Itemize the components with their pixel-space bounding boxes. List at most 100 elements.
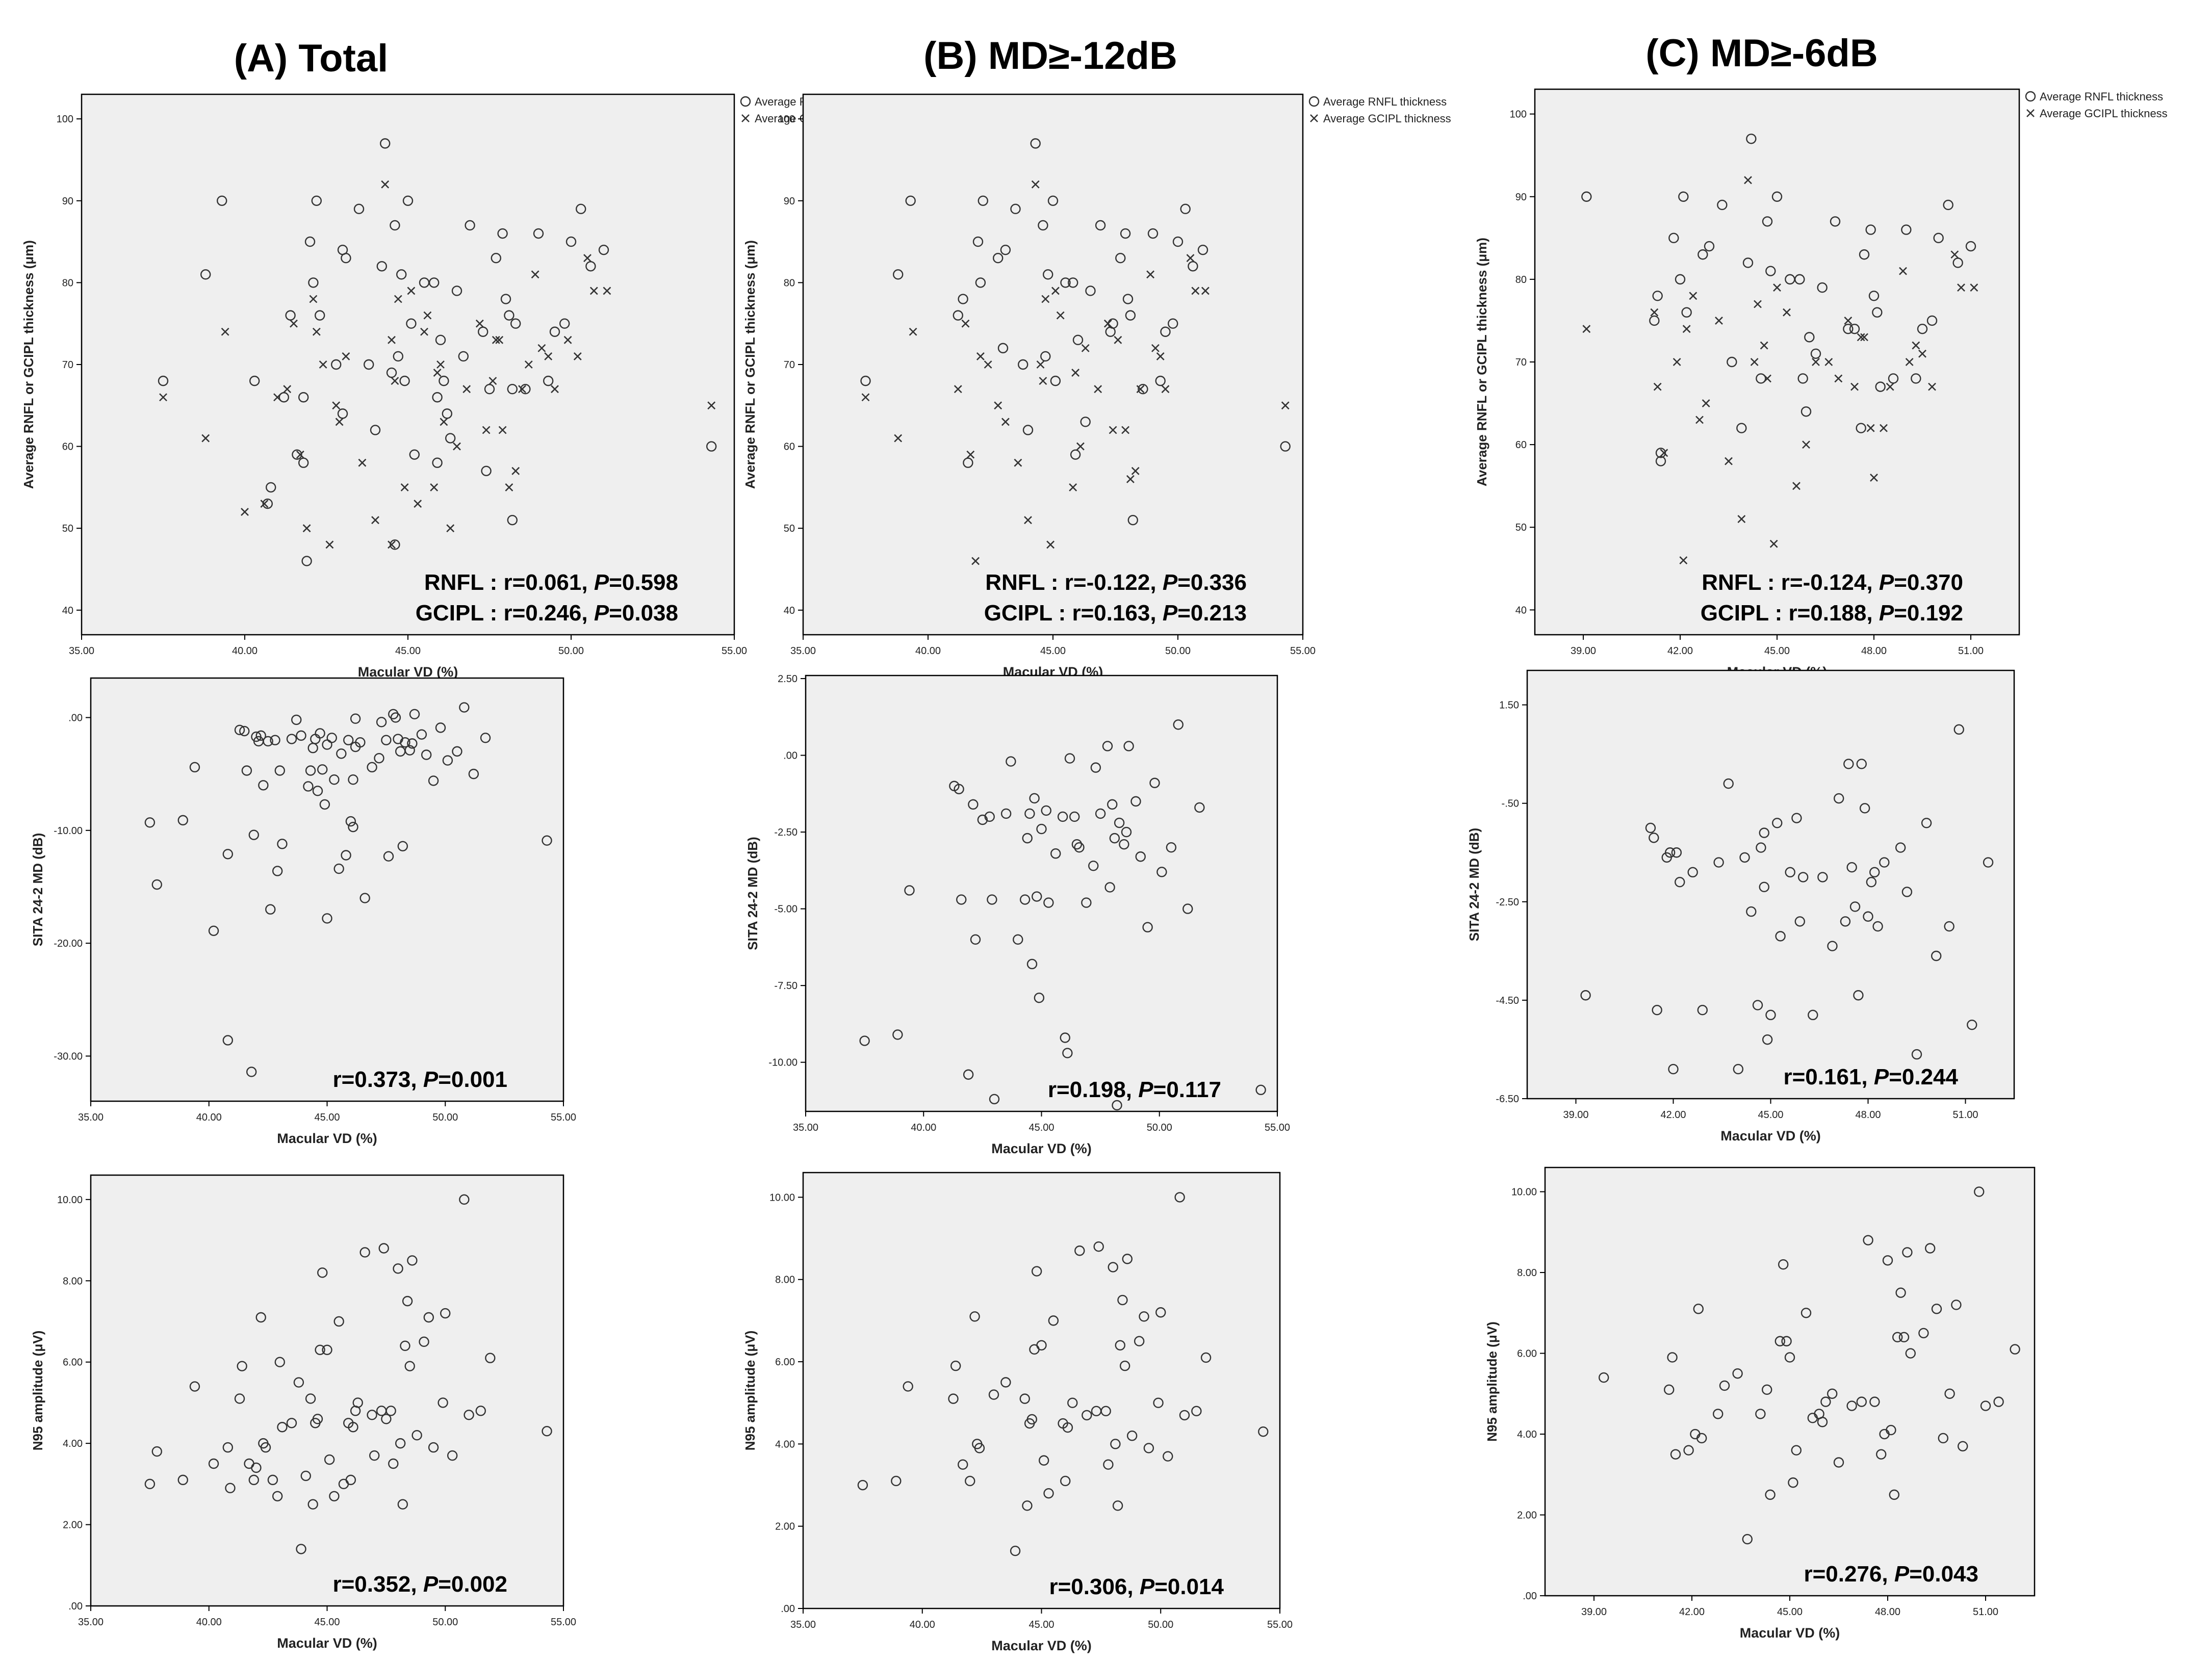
data-point <box>963 1069 974 1080</box>
plot-area <box>81 93 735 636</box>
data-point <box>404 745 415 756</box>
data-point <box>1032 891 1042 902</box>
y-tick-label: 2.00 <box>1517 1510 1537 1521</box>
data-point-rnfl <box>497 228 508 239</box>
data-point <box>144 1478 156 1490</box>
data-point <box>1846 862 1857 873</box>
data-point-rnfl <box>465 220 475 231</box>
data-point <box>343 735 354 745</box>
data-point-rnfl <box>533 228 544 239</box>
correlation-stat: r=0.198, P=0.117 <box>1048 1077 1221 1102</box>
legend-marker-rnfl <box>2025 91 2036 102</box>
data-point <box>1886 1424 1896 1436</box>
data-point <box>1889 1489 1900 1500</box>
data-point-rnfl <box>370 425 381 435</box>
data-point <box>1060 1475 1071 1487</box>
data-point <box>319 799 330 810</box>
data-point <box>1022 833 1033 844</box>
data-point-rnfl <box>1859 249 1870 260</box>
x-tick-label: 39.00 <box>1563 1109 1588 1121</box>
data-point-rnfl <box>376 261 387 272</box>
x-tick-label: 35.00 <box>793 1122 818 1133</box>
data-point-gcipl <box>312 327 321 336</box>
data-point <box>1093 1241 1104 1252</box>
x-tick-label: 50.00 <box>1165 645 1191 657</box>
data-point-rnfl <box>520 383 531 395</box>
data-point-rnfl <box>1172 236 1184 247</box>
data-point <box>222 849 234 860</box>
data-point-rnfl <box>1804 332 1815 343</box>
data-point <box>329 1491 340 1501</box>
x-axis-label: Macular VD (%) <box>1740 1625 1840 1641</box>
data-point-gcipl <box>358 458 367 467</box>
data-point <box>1993 1396 2004 1407</box>
data-point <box>1103 1459 1114 1470</box>
data-point-gcipl <box>492 335 500 344</box>
data-point-gcipl <box>1689 292 1697 300</box>
data-point <box>970 934 981 945</box>
data-point <box>317 1267 328 1278</box>
data-point-gcipl <box>1824 358 1833 366</box>
data-point-rnfl <box>364 359 374 370</box>
data-point <box>988 1389 999 1400</box>
data-point <box>1043 897 1054 908</box>
data-point <box>272 1491 283 1501</box>
data-point-gcipl <box>707 401 716 410</box>
data-point <box>1109 833 1120 844</box>
data-point-rnfl <box>1040 351 1051 362</box>
data-point-rnfl <box>1127 514 1139 526</box>
data-point-rnfl <box>1771 191 1783 202</box>
x-tick-label: 45.00 <box>314 1617 340 1628</box>
data-point-rnfl <box>1736 423 1747 433</box>
data-point <box>1057 811 1068 822</box>
data-point-rnfl <box>1965 241 1976 252</box>
data-point <box>1163 1451 1173 1462</box>
data-point <box>336 748 347 759</box>
data-point-gcipl <box>1912 341 1920 350</box>
x-tick-label: 45.00 <box>1028 1619 1054 1630</box>
data-point <box>1166 842 1177 853</box>
y-tick-label: 10.00 <box>57 1194 83 1206</box>
data-point <box>1069 811 1080 822</box>
data-point-rnfl <box>1581 191 1592 202</box>
data-point <box>1775 931 1786 942</box>
data-point <box>1752 1000 1763 1010</box>
data-point-gcipl <box>430 483 439 491</box>
data-point-gcipl <box>325 540 334 549</box>
data-point <box>251 1462 262 1473</box>
data-point-rnfl <box>393 351 403 362</box>
data-point-gcipl <box>1773 283 1781 292</box>
data-point <box>1746 906 1757 917</box>
data-point-rnfl <box>1801 406 1812 417</box>
data-point-rnfl <box>1868 291 1880 301</box>
data-point <box>1905 1348 1916 1359</box>
data-point-rnfl <box>1050 375 1061 386</box>
data-point-rnfl <box>200 269 211 280</box>
data-point-rnfl <box>1022 425 1034 435</box>
y-axis-label: N95 amplitude (μV) <box>1484 1321 1500 1442</box>
data-point <box>1112 1100 1122 1111</box>
data-point <box>1139 1311 1149 1322</box>
x-tick-label: 55.00 <box>722 645 747 657</box>
data-point <box>1778 1259 1789 1270</box>
data-point-rnfl <box>399 375 410 386</box>
legend-marker-gcipl <box>741 114 750 122</box>
data-point-gcipl <box>966 450 975 459</box>
data-point <box>1019 894 1031 905</box>
y-tick-label: 6.00 <box>1517 1348 1537 1360</box>
data-point <box>1931 950 1942 962</box>
x-tick-label: 50.00 <box>432 1112 458 1123</box>
data-point <box>1759 827 1769 838</box>
data-point-gcipl <box>407 287 416 295</box>
y-tick-label: 8.00 <box>1517 1267 1537 1279</box>
data-point <box>1944 921 1954 932</box>
x-tick-label: 40.00 <box>196 1617 222 1628</box>
data-point-gcipl <box>1905 358 1914 366</box>
data-point <box>1071 839 1083 850</box>
data-point <box>1739 852 1750 863</box>
data-point <box>1119 839 1129 850</box>
data-point-rnfl <box>1794 274 1805 285</box>
data-point <box>428 775 439 786</box>
data-point <box>222 1035 234 1046</box>
data-point-gcipl <box>1650 308 1659 317</box>
